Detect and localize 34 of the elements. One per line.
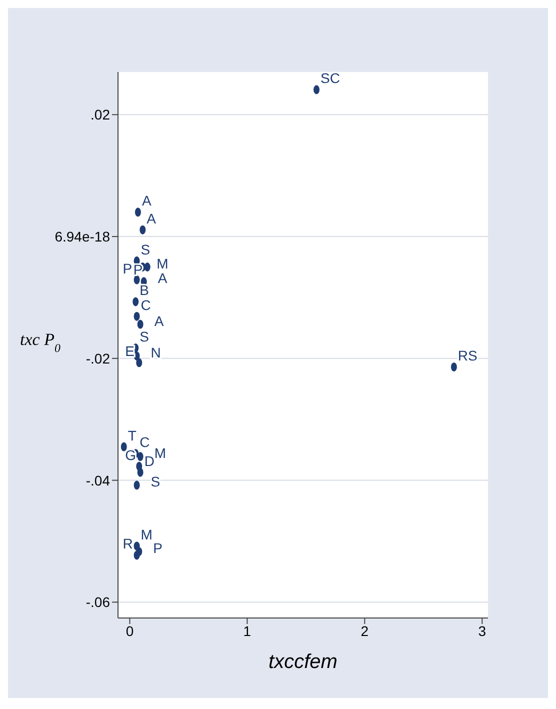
y-axis-title: txc P$_{0}$ [20, 330, 60, 355]
x-tick-label: 1 [243, 622, 252, 639]
data-label: B [140, 282, 149, 298]
data-label: T [128, 427, 137, 444]
data-label: A [142, 192, 152, 209]
y-tick-label: -.06 [86, 594, 110, 610]
data-label: SC [320, 70, 340, 86]
data-label: M [140, 526, 152, 543]
data-label: RS [458, 347, 478, 364]
data-label: A [154, 312, 164, 329]
data-label: A [146, 210, 157, 226]
data-label: C [140, 296, 151, 313]
data-label: P [153, 540, 162, 556]
data-label: S [140, 241, 150, 258]
data-label: D [144, 452, 154, 469]
data-label: S [150, 474, 160, 490]
data-label: N [150, 344, 161, 360]
point [144, 262, 150, 272]
data-label: A [158, 270, 168, 286]
data-label: M [156, 255, 168, 272]
x-tick-label: 2 [360, 622, 369, 639]
y-tick-label: 6.94e-18 [54, 228, 110, 244]
x-tick-label: 3 [478, 622, 486, 639]
y-tick-label: -.02 [86, 350, 110, 366]
y-tick-label: -.04 [86, 472, 110, 488]
data-label: E [125, 343, 134, 360]
data-label: M [154, 445, 166, 461]
data-label: R [122, 536, 133, 552]
data-label: P [122, 260, 132, 276]
data-label: S [140, 328, 149, 345]
y-tick-label: .02 [90, 106, 110, 123]
data-label: C [140, 434, 150, 450]
x-tick-label: 0 [126, 622, 134, 639]
x-axis-title: txccfem [268, 651, 338, 673]
